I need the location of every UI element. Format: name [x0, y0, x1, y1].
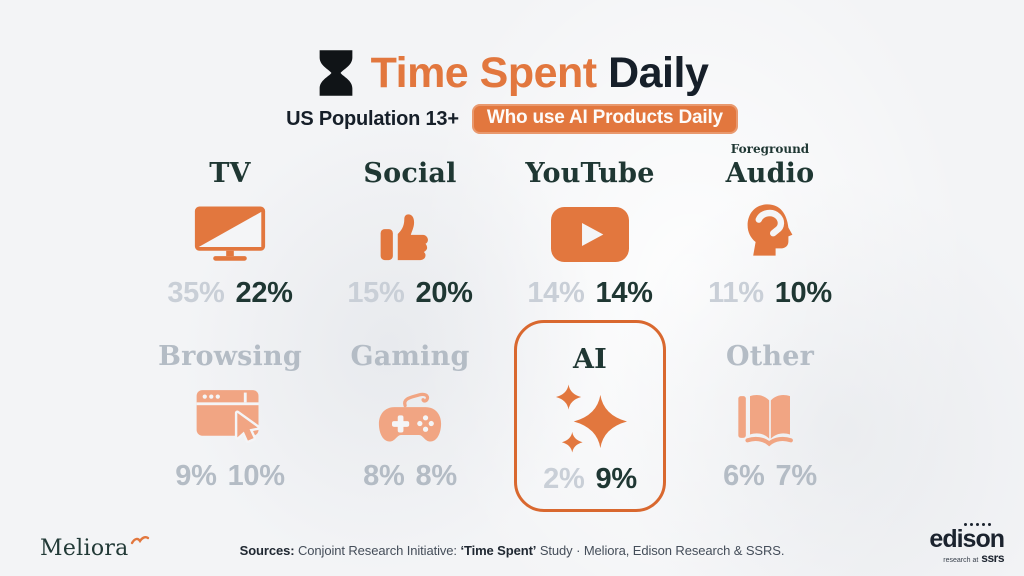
sources-text: Study · Meliora, Edison Research & SSRS.	[536, 543, 785, 558]
sources-line: Sources: Conjoint Research Initiative: ‘…	[0, 543, 1024, 558]
open-book-icon	[735, 379, 805, 455]
title-accent: Time Spent	[370, 48, 597, 97]
category-card-browsing: Browsing 9% 10%	[140, 320, 320, 512]
headphones-head-icon	[741, 196, 799, 272]
category-card-ai: AI 2% 9%	[514, 320, 666, 512]
edison-subline: research at ssrs	[929, 552, 1004, 564]
category-label: AI	[573, 344, 607, 375]
population-percent: 35%	[167, 277, 225, 309]
sources-study-name: ‘Time Spent’	[460, 543, 537, 558]
edison-wordmark: edison	[929, 525, 1005, 553]
ai-users-percent: 9%	[595, 463, 638, 495]
category-label: Audio	[725, 158, 815, 189]
ai-users-percent: 7%	[775, 460, 818, 492]
thumbs-up-icon	[379, 196, 441, 272]
percent-pair: 8% 8%	[363, 460, 457, 493]
category-label: Gaming	[350, 341, 470, 372]
category-card-social: Social 15% 20%	[320, 142, 500, 320]
category-card-gaming: Gaming 8% 8%	[320, 320, 500, 512]
ai-users-badge: Who use AI Products Daily	[471, 104, 738, 134]
page-title: Time Spent Daily	[371, 49, 709, 98]
category-label: Browsing	[158, 341, 302, 372]
ai-users-percent: 8%	[415, 460, 458, 492]
category-label: Social	[363, 158, 457, 189]
population-percent: 11%	[708, 277, 764, 309]
hourglass-icon	[319, 50, 353, 96]
edison-dots-icon	[929, 522, 1004, 526]
edison-ssrs-logo: edison research at ssrs	[929, 522, 1005, 564]
population-percent: 9%	[175, 460, 217, 492]
population-percent: 8%	[363, 460, 405, 492]
category-label: TV	[209, 158, 251, 189]
ai-users-percent: 10%	[227, 460, 285, 492]
sources-text: Conjoint Research Initiative:	[294, 543, 461, 558]
ai-users-percent: 10%	[774, 277, 832, 309]
category-label: Other	[725, 341, 815, 372]
ai-users-percent: 14%	[595, 277, 653, 309]
browser-cursor-icon	[195, 379, 265, 455]
edison-sub-small: research at	[943, 557, 979, 564]
percent-pair: 14% 14%	[527, 277, 653, 310]
meliora-wordmark: Meliora	[40, 536, 129, 561]
category-grid: TV 35% 22% Social	[140, 142, 860, 512]
ssrs-wordmark: ssrs	[981, 551, 1004, 565]
percent-pair: 2% 9%	[543, 463, 637, 496]
category-card-tv: TV 35% 22%	[140, 142, 320, 320]
category-card-audio: Foreground Audio 11% 10%	[680, 142, 860, 320]
meliora-bird-icon	[130, 536, 149, 545]
ai-users-percent: 20%	[415, 277, 473, 309]
sparkles-icon	[553, 382, 627, 458]
percent-pair: 11% 10%	[708, 277, 832, 310]
ai-users-percent: 22%	[235, 277, 293, 309]
meliora-logo: Meliora	[40, 536, 150, 561]
sources-label: Sources:	[239, 543, 295, 558]
category-label: YouTube	[525, 158, 655, 189]
population-percent: 2%	[543, 463, 585, 495]
percent-pair: 35% 22%	[167, 277, 293, 310]
title-rest: Daily	[608, 48, 709, 97]
population-percent: 15%	[347, 277, 405, 309]
subtitle-row: US Population 13+ Who use AI Products Da…	[0, 104, 1024, 134]
population-label: US Population 13+	[286, 107, 459, 130]
header: Time Spent Daily	[0, 48, 1024, 98]
category-superlabel: Foreground	[730, 142, 810, 156]
youtube-play-icon	[551, 196, 629, 272]
category-card-youtube: YouTube 14% 14%	[500, 142, 680, 320]
population-percent: 6%	[723, 460, 765, 492]
population-percent: 14%	[527, 277, 585, 309]
percent-pair: 15% 20%	[347, 277, 473, 310]
gamepad-icon	[374, 379, 446, 455]
category-card-other: Other 6% 7%	[680, 320, 860, 512]
percent-pair: 6% 7%	[723, 460, 817, 493]
percent-pair: 9% 10%	[175, 460, 285, 493]
tv-icon	[193, 196, 267, 272]
